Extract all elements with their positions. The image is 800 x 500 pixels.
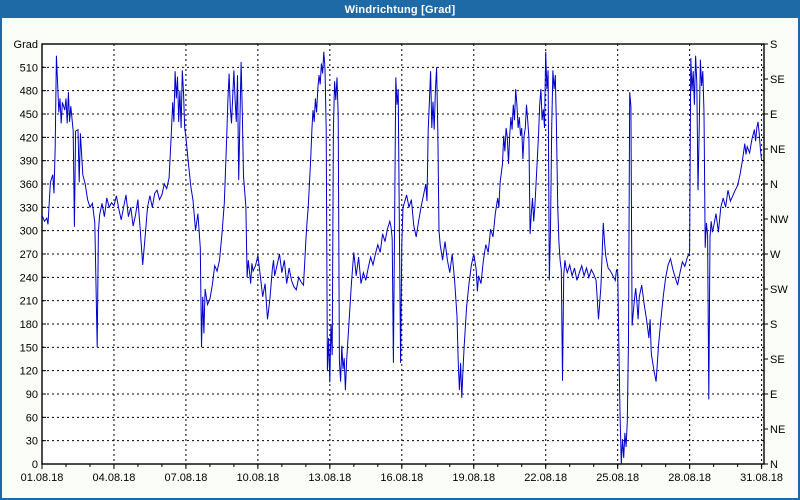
y-left-tick-label: 150 — [20, 342, 38, 354]
y-left-tick-label: 300 — [20, 226, 38, 238]
y-right-tick-label: NE — [770, 424, 785, 436]
x-tick-label: 22.08.18 — [524, 472, 567, 484]
y-right-tick-label: W — [770, 249, 781, 261]
y-left-tick-label: 390 — [20, 156, 38, 168]
y-left-tick-label: 120 — [20, 366, 38, 378]
y-right-tick-label: SW — [770, 284, 788, 296]
x-tick-label: 01.08.18 — [21, 472, 64, 484]
y-left-tick-label: 210 — [20, 296, 38, 308]
x-tick-label: 25.08.18 — [596, 472, 639, 484]
y-left-tick-label: 240 — [20, 272, 38, 284]
x-tick-label: 31.08.18 — [740, 472, 783, 484]
y-left-tick-label: 90 — [26, 389, 38, 401]
y-right-tick-label: N — [770, 179, 778, 191]
y-left-tick-label: 360 — [20, 179, 38, 191]
y-left-tick-label: 0 — [32, 459, 38, 471]
y-left-tick-label: 420 — [20, 132, 38, 144]
y-right-tick-label: NW — [770, 214, 789, 226]
y-right-tick-label: NE — [770, 144, 785, 156]
y-left-tick-label: 480 — [20, 86, 38, 98]
y-right-tick-label: E — [770, 109, 777, 121]
y-right-tick-label: S — [770, 39, 777, 51]
y-right-tick-label: S — [770, 319, 777, 331]
y-right-tick-label: SE — [770, 74, 785, 86]
x-tick-label: 13.08.18 — [308, 472, 351, 484]
x-tick-label: 19.08.18 — [452, 472, 495, 484]
y-right-tick-label: SE — [770, 354, 785, 366]
y-left-tick-label: 450 — [20, 109, 38, 121]
x-tick-label: 28.08.18 — [668, 472, 711, 484]
y-left-tick-label: 180 — [20, 319, 38, 331]
y-left-tick-label: 330 — [20, 202, 38, 214]
y-right-tick-label: E — [770, 389, 777, 401]
x-tick-label: 10.08.18 — [236, 472, 279, 484]
y-axis-unit-label: Grad — [14, 39, 38, 51]
y-left-tick-label: 30 — [26, 436, 38, 448]
y-right-tick-label: N — [770, 459, 778, 471]
y-left-tick-label: 60 — [26, 412, 38, 424]
y-left-tick-label: 270 — [20, 249, 38, 261]
y-left-tick-label: 510 — [20, 62, 38, 74]
x-tick-label: 16.08.18 — [380, 472, 423, 484]
x-tick-label: 07.08.18 — [165, 472, 208, 484]
wind-direction-line — [41, 51, 763, 465]
window-title: Windrichtung [Grad] — [344, 4, 456, 16]
x-tick-label: 04.08.18 — [93, 472, 136, 484]
title-bar: Windrichtung [Grad] — [2, 2, 798, 18]
